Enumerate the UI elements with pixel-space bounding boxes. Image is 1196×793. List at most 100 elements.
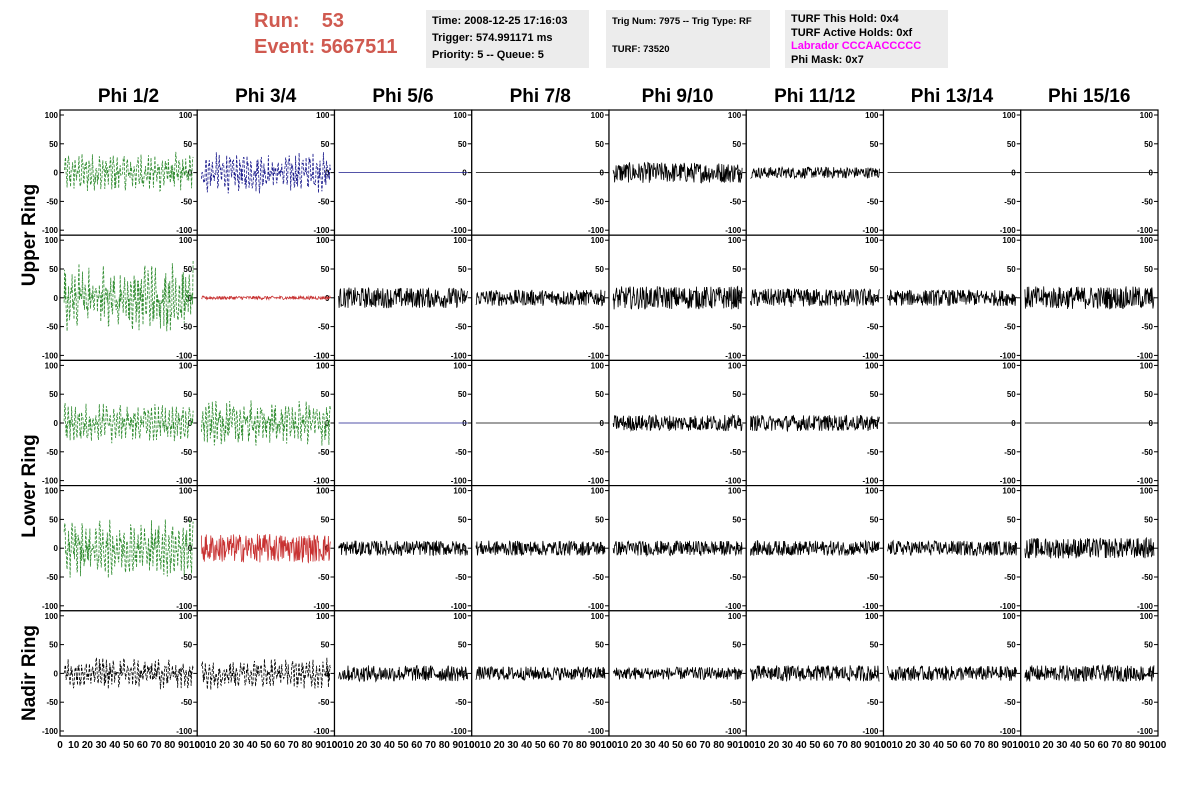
y-tick-label: -100 <box>451 226 468 235</box>
priority-text: Priority: 5 -- Queue: 5 <box>432 49 544 61</box>
y-tick-label: 50 <box>49 641 58 650</box>
x-tick-label: 0 <box>57 740 63 751</box>
y-tick-label: -100 <box>862 602 879 611</box>
y-tick-label: -100 <box>588 602 605 611</box>
y-tick-label: -50 <box>46 323 58 332</box>
y-tick-label: -100 <box>1137 226 1154 235</box>
y-tick-label: 50 <box>321 641 330 650</box>
trigger-info-box: Trig Num: 7975 -- Trig Type: RF TURF: 73… <box>606 10 770 68</box>
y-tick-label: -50 <box>1004 197 1016 206</box>
x-tick-label: 80 <box>576 740 588 751</box>
y-tick-label: -50 <box>1004 323 1016 332</box>
y-tick-label: 0 <box>600 169 605 178</box>
column-header: Phi 5/6 <box>372 86 434 107</box>
waveform-trace <box>612 285 743 310</box>
x-tick-label: 90 <box>590 740 602 751</box>
y-tick-label: 0 <box>874 669 879 678</box>
y-tick-label: -100 <box>1000 351 1017 360</box>
x-tick-label: 20 <box>631 740 643 751</box>
y-tick-label: 0 <box>737 419 742 428</box>
waveform-trace <box>750 165 880 180</box>
y-tick-label: -100 <box>313 351 330 360</box>
y-tick-label: 100 <box>591 612 605 621</box>
y-tick-label: -50 <box>318 698 330 707</box>
y-tick-label: 0 <box>600 669 605 678</box>
y-tick-label: 50 <box>595 515 604 524</box>
y-tick-label: -100 <box>725 351 742 360</box>
y-tick-label: -100 <box>42 226 59 235</box>
y-tick-label: -100 <box>42 727 59 736</box>
y-tick-label: 100 <box>453 111 467 120</box>
x-tick-label: 60 <box>137 740 149 751</box>
waveform-trace <box>887 289 1017 307</box>
y-tick-label: 100 <box>1002 361 1016 370</box>
y-tick-label: -50 <box>46 698 58 707</box>
waveform-panel: 100 100 50 50 0 0 -50 -50 -100 -100 <box>42 359 198 487</box>
waveform-trace <box>201 294 331 301</box>
y-tick-label: -50 <box>181 698 193 707</box>
y-tick-label: -50 <box>181 323 193 332</box>
panel-frame <box>196 610 336 737</box>
y-tick-label: -50 <box>867 323 879 332</box>
y-tick-label: 50 <box>183 515 192 524</box>
y-tick-label: -100 <box>451 727 468 736</box>
y-tick-label: -50 <box>1141 698 1153 707</box>
y-tick-label: -50 <box>592 698 604 707</box>
y-tick-label: -50 <box>730 197 742 206</box>
event-value: 5667511 <box>320 36 398 58</box>
x-tick-label: 90 <box>178 740 190 751</box>
y-tick-label: 0 <box>1149 419 1154 428</box>
x-tick-label: 30 <box>919 740 931 751</box>
waveform-trace <box>63 151 194 192</box>
x-tick-label: 40 <box>933 740 945 751</box>
time-info-box: Time: 2008-12-25 17:16:03 Trigger: 574.9… <box>426 10 589 68</box>
y-tick-label: -50 <box>867 698 879 707</box>
waveform-trace <box>201 400 331 446</box>
y-tick-label: 0 <box>325 169 330 178</box>
y-tick-label: -50 <box>1141 448 1153 457</box>
y-tick-label: 100 <box>316 487 330 496</box>
x-tick-label: 70 <box>151 740 163 751</box>
y-tick-label: 50 <box>321 515 330 524</box>
y-tick-label: -100 <box>176 727 193 736</box>
waveform-trace <box>63 518 194 578</box>
y-tick-label: -100 <box>588 351 605 360</box>
y-tick-label: 50 <box>1007 641 1016 650</box>
y-tick-label: -50 <box>592 197 604 206</box>
y-tick-label: 50 <box>1144 265 1153 274</box>
y-tick-label: -50 <box>1004 698 1016 707</box>
y-tick-label: 50 <box>595 140 604 149</box>
y-tick-label: -100 <box>451 477 468 486</box>
y-tick-label: 100 <box>1140 236 1154 245</box>
y-tick-label: 50 <box>458 515 467 524</box>
x-tick-label: 10 <box>205 740 217 751</box>
y-tick-label: 50 <box>595 265 604 274</box>
y-tick-label: 50 <box>870 140 879 149</box>
x-tick-label: 60 <box>960 740 972 751</box>
y-tick-label: 50 <box>870 641 879 650</box>
run-event-box: Run: 53 Event: 5667511 <box>254 8 397 60</box>
y-tick-label: 100 <box>865 111 879 120</box>
y-tick-label: 0 <box>737 544 742 553</box>
x-tick-label: 20 <box>82 740 94 751</box>
y-tick-label: -100 <box>176 226 193 235</box>
y-tick-label: 100 <box>728 612 742 621</box>
panel-frame <box>196 109 336 236</box>
turf-this-hold-text: TURF This Hold: 0x4 <box>791 13 899 25</box>
x-tick-label: 50 <box>947 740 959 751</box>
y-tick-label: -100 <box>1000 477 1017 486</box>
y-tick-label: 100 <box>728 111 742 120</box>
waveform-trace <box>750 287 880 308</box>
